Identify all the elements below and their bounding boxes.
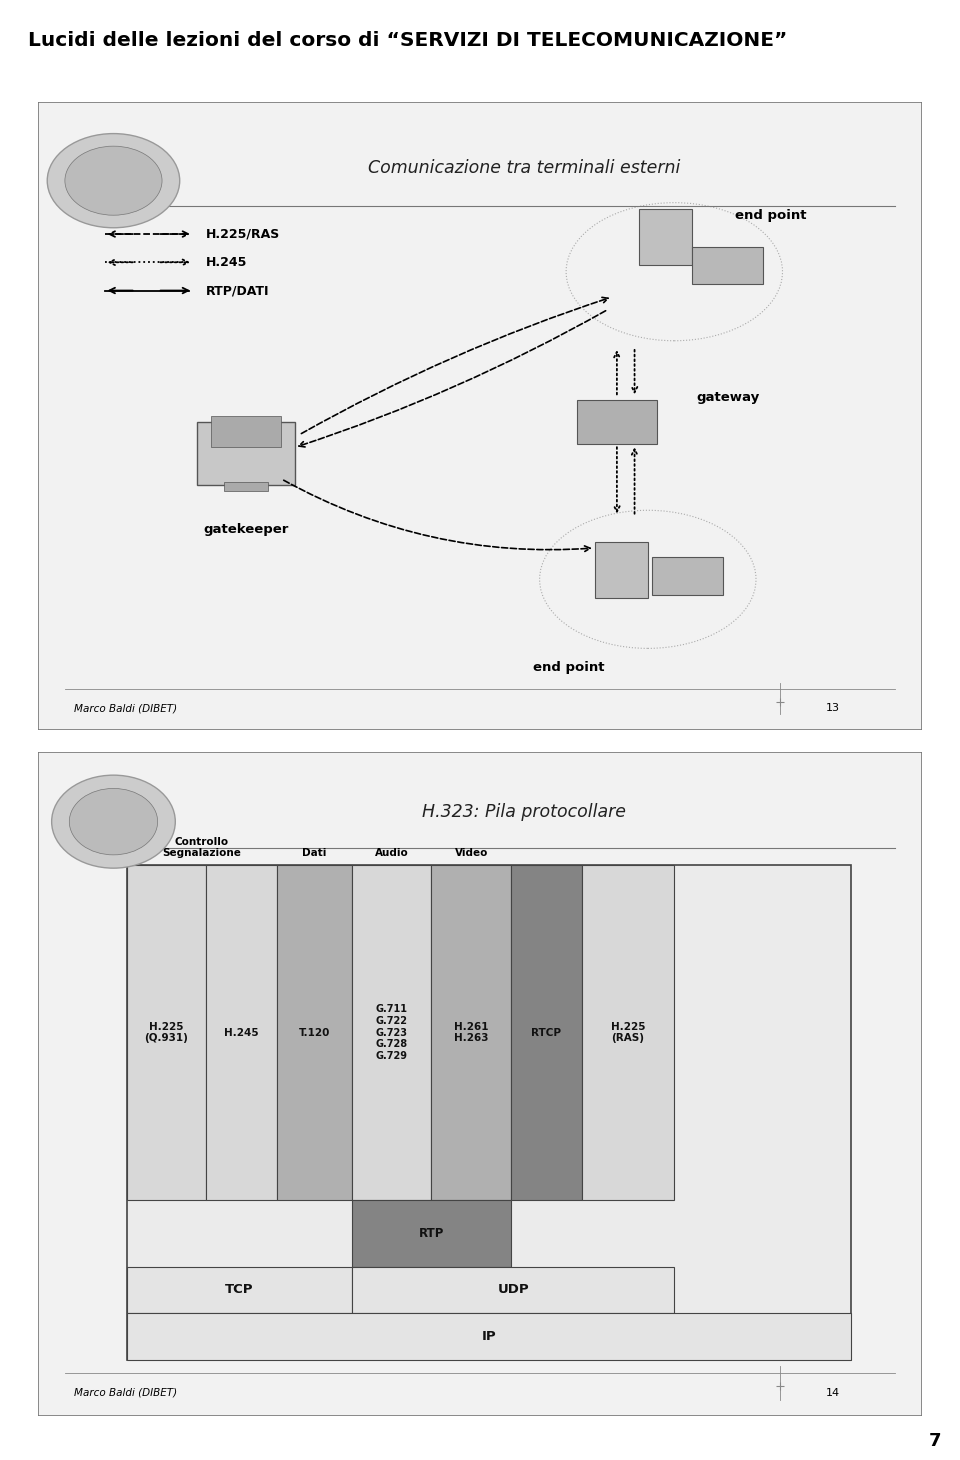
Text: Dati: Dati bbox=[302, 848, 326, 858]
Text: IP: IP bbox=[482, 1330, 496, 1343]
Text: 7: 7 bbox=[928, 1432, 941, 1450]
Bar bbox=[639, 209, 692, 266]
Bar bbox=[352, 1267, 674, 1313]
Bar bbox=[206, 864, 276, 1200]
Circle shape bbox=[52, 775, 176, 869]
Text: Lucidi delle lezioni del corso di “SERVIZI DI TELECOMUNICAZIONE”: Lucidi delle lezioni del corso di “SERVI… bbox=[29, 31, 788, 50]
Bar bbox=[224, 482, 268, 492]
Text: UDP: UDP bbox=[497, 1283, 529, 1296]
Text: Video: Video bbox=[454, 848, 488, 858]
Bar bbox=[431, 864, 511, 1200]
Bar bbox=[352, 1200, 511, 1267]
Text: end point: end point bbox=[533, 661, 604, 673]
Text: H.225
(RAS): H.225 (RAS) bbox=[611, 1022, 645, 1044]
Text: gatekeeper: gatekeeper bbox=[204, 523, 289, 536]
Circle shape bbox=[65, 146, 162, 215]
Bar bbox=[582, 864, 674, 1200]
Text: RTP: RTP bbox=[419, 1226, 444, 1240]
Text: Controllo
Segnalazione: Controllo Segnalazione bbox=[162, 837, 241, 858]
Text: Comunicazione tra terminali esterni: Comunicazione tra terminali esterni bbox=[368, 159, 681, 177]
Bar bbox=[210, 416, 281, 447]
Text: gateway: gateway bbox=[696, 391, 759, 404]
Text: Marco Baldi (DIBET): Marco Baldi (DIBET) bbox=[74, 704, 177, 712]
Text: 13: 13 bbox=[827, 704, 840, 712]
Text: 14: 14 bbox=[827, 1388, 840, 1397]
Text: T.120: T.120 bbox=[299, 1028, 330, 1038]
Bar bbox=[352, 864, 431, 1200]
Bar bbox=[577, 400, 657, 444]
Text: H.245: H.245 bbox=[225, 1028, 259, 1038]
Bar bbox=[276, 864, 352, 1200]
Text: H.225/RAS: H.225/RAS bbox=[206, 228, 280, 241]
Text: Audio: Audio bbox=[374, 848, 409, 858]
Text: H.323: Pila protocollare: H.323: Pila protocollare bbox=[422, 803, 626, 821]
Circle shape bbox=[69, 788, 157, 856]
Bar bbox=[595, 542, 648, 599]
Text: H.245: H.245 bbox=[206, 255, 248, 269]
Bar bbox=[692, 247, 762, 285]
Text: end point: end point bbox=[735, 209, 806, 222]
Bar bbox=[652, 558, 723, 596]
Text: H.225
(Q.931): H.225 (Q.931) bbox=[145, 1022, 188, 1044]
Text: H.261
H.263: H.261 H.263 bbox=[454, 1022, 489, 1044]
Text: TCP: TCP bbox=[225, 1283, 253, 1296]
Circle shape bbox=[47, 134, 180, 228]
Text: Marco Baldi (DIBET): Marco Baldi (DIBET) bbox=[74, 1388, 177, 1397]
Text: RTCP: RTCP bbox=[531, 1028, 562, 1038]
Text: G.711
G.722
G.723
G.728
G.729: G.711 G.722 G.723 G.728 G.729 bbox=[375, 1004, 408, 1061]
Bar bbox=[127, 1313, 851, 1359]
Bar bbox=[198, 422, 295, 485]
Bar bbox=[127, 1267, 352, 1313]
Bar bbox=[127, 864, 206, 1200]
Bar bbox=[127, 864, 851, 1359]
Bar bbox=[511, 864, 582, 1200]
Text: RTP/DATI: RTP/DATI bbox=[206, 285, 270, 296]
